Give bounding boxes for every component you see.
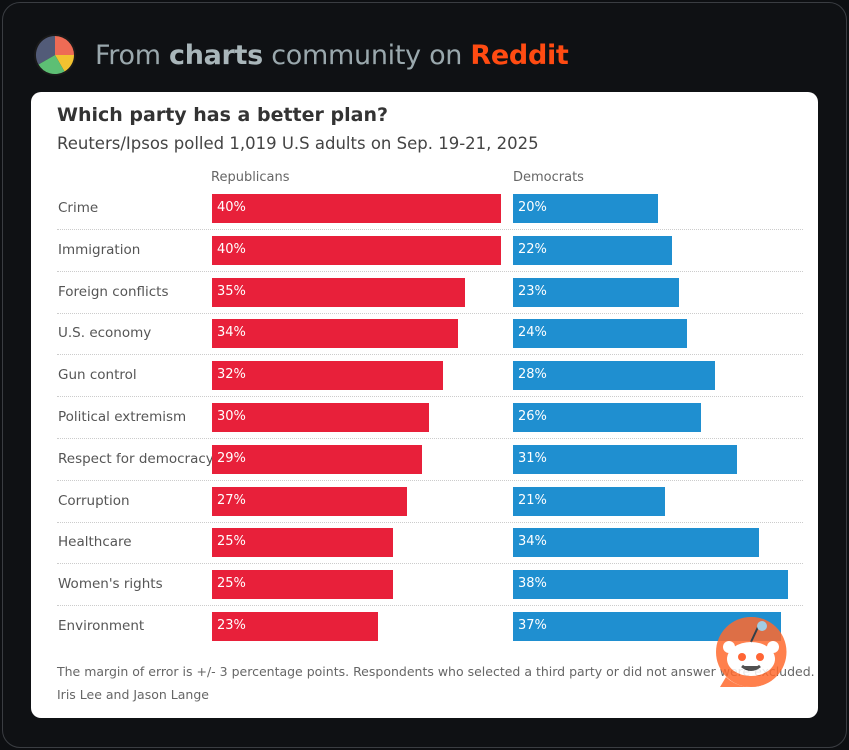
category-label: Respect for democracy: [58, 450, 214, 467]
category-label: U.S. economy: [58, 325, 152, 342]
republican-bar: 25%: [212, 570, 393, 600]
legend-democrats: Democrats: [513, 170, 584, 185]
reddit-snoo-icon: [716, 616, 787, 687]
democrat-bar: 31%: [513, 444, 738, 474]
row-divider: [57, 396, 803, 398]
row-divider: [57, 563, 803, 565]
row-divider: [57, 521, 803, 523]
row-divider: [57, 605, 803, 607]
republican-bar: 40%: [212, 235, 502, 265]
bar-value-label: 32%: [217, 367, 246, 383]
pie-chart-logo-icon: [34, 34, 76, 76]
democrat-bar: 21%: [513, 486, 665, 516]
republican-bar: 29%: [212, 444, 422, 474]
bar-value-label: 25%: [217, 576, 246, 592]
republican-bar: 34%: [212, 319, 458, 349]
header: From charts community on Reddit: [33, 33, 569, 77]
bar-value-label: 21%: [518, 492, 547, 508]
bar-value-label: 35%: [217, 283, 246, 299]
democrat-bar: 20%: [513, 194, 658, 223]
category-label: Healthcare: [58, 534, 132, 551]
chart-card: Which party has a better plan? Reuters/I…: [31, 92, 818, 718]
row-divider: [57, 229, 803, 230]
category-label: Environment: [58, 618, 145, 634]
bar-value-label: 34%: [217, 325, 246, 341]
footnote: The margin of error is +/- 3 percentage …: [57, 664, 815, 679]
bar-value-label: 40%: [217, 241, 246, 257]
category-label: Crime: [58, 200, 99, 216]
bar-value-label: 25%: [217, 534, 246, 550]
bar-value-label: 31%: [518, 450, 547, 466]
republican-bar: 32%: [212, 361, 444, 391]
bar-value-label: 23%: [217, 618, 246, 633]
row-divider: [57, 354, 803, 356]
row-divider: [57, 438, 803, 439]
row-divider: [57, 312, 803, 314]
republican-bar: 27%: [212, 486, 408, 516]
row-divider: [57, 479, 803, 481]
bar-value-label: 23%: [518, 283, 547, 299]
bar-value-label: 28%: [518, 367, 547, 383]
chart-title: Which party has a better plan?: [57, 104, 388, 126]
bar-value-label: 29%: [217, 450, 246, 466]
category-label: Women's rights: [58, 576, 163, 593]
democrat-bar: 34%: [513, 528, 759, 558]
democrat-bar: 24%: [513, 319, 687, 349]
republican-bar: 25%: [212, 528, 393, 558]
democrat-bar: 38%: [513, 570, 788, 600]
democrat-bar: 22%: [513, 235, 673, 265]
category-label: Immigration: [58, 241, 141, 258]
bar-value-label: 24%: [518, 325, 547, 341]
republican-bar: 40%: [212, 194, 502, 223]
header-middle: community on: [271, 39, 463, 71]
chart-subtitle: Reuters/Ipsos polled 1,019 U.S adults on…: [57, 134, 539, 153]
republican-bar: 23%: [212, 612, 379, 641]
bar-value-label: 26%: [518, 409, 547, 424]
bar-value-label: 37%: [518, 618, 547, 633]
bar-value-label: 38%: [518, 576, 547, 592]
legend-republicans: Republicans: [211, 170, 290, 185]
header-prefix: From: [95, 39, 161, 71]
bar-value-label: 27%: [217, 492, 246, 508]
community-link[interactable]: charts: [169, 39, 263, 71]
category-label: Corruption: [58, 492, 130, 509]
credit: Iris Lee and Jason Lange: [57, 687, 209, 702]
republican-bar: 35%: [212, 277, 466, 307]
bar-value-label: 30%: [217, 409, 246, 424]
bar-value-label: 40%: [217, 200, 246, 215]
row-divider: [57, 270, 803, 272]
bar-value-label: 22%: [518, 241, 547, 257]
header-text: From charts community on Reddit: [95, 40, 569, 71]
category-label: Political extremism: [58, 409, 187, 425]
democrat-bar: 23%: [513, 277, 680, 307]
category-label: Foreign conflicts: [58, 283, 169, 300]
democrat-bar: 28%: [513, 361, 716, 391]
category-label: Gun control: [58, 367, 137, 384]
bar-value-label: 34%: [518, 534, 547, 550]
democrat-bar: 26%: [513, 403, 701, 432]
bar-value-label: 20%: [518, 200, 547, 215]
reddit-link[interactable]: Reddit: [470, 39, 569, 71]
republican-bar: 30%: [212, 403, 429, 432]
